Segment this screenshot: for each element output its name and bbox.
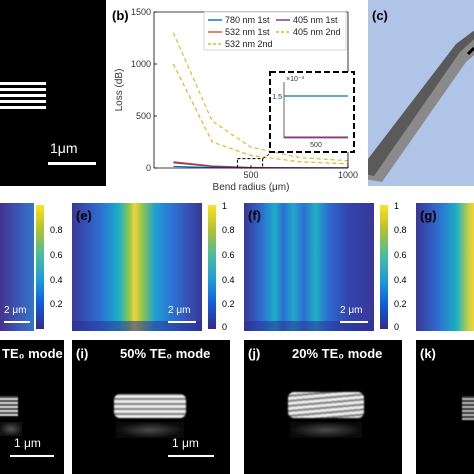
inset-frame (269, 71, 355, 153)
legend-entry-3: 405 nm 2nd (293, 27, 341, 37)
colorbar-1 (36, 205, 44, 329)
scale-bar (48, 162, 96, 165)
legend-box (203, 11, 347, 51)
scale-bar-label-d: 2 μm (4, 305, 27, 316)
scale-bar-label-i: 1 μm (172, 436, 199, 450)
scale-bar-i (168, 455, 214, 457)
heatmap-f (244, 203, 374, 331)
x-axis-label: Bend radius (μm) (213, 182, 290, 193)
scale-bar-f (340, 321, 368, 323)
mode-label-h: TE₀ mode (2, 346, 63, 361)
scale-bar-label-f: 2 μm (340, 305, 363, 316)
panel-j (244, 340, 402, 474)
scale-bar-d (4, 321, 30, 323)
series-line-4 (172, 32, 349, 162)
legend-entry-0: 780 nm 1st (225, 15, 270, 25)
series-line-3 (172, 63, 349, 165)
heatmap-g (416, 203, 474, 331)
scale-bar-e (168, 321, 196, 323)
heatmap-e (72, 203, 202, 331)
zoom-box (236, 158, 264, 169)
colorbar-2 (208, 205, 216, 329)
y-tick-label-1: 500 (136, 111, 151, 121)
x-tick-label-0: 500 (243, 170, 258, 180)
legend-entry-2: 405 nm 1st (293, 15, 338, 25)
legend-entry-4: 532 nm 2nd (225, 39, 273, 49)
panel-label-g: (g) (420, 208, 437, 223)
mode-label-i: 50% TE₀ mode (120, 346, 211, 361)
panel-label-j: (j) (248, 346, 261, 361)
panel-h (0, 340, 64, 474)
loss-chart: 0 500 1000 1500 500 1000 Bend radius (μm) Loss … (114, 7, 358, 193)
y-axis-label: Loss (dB) (114, 69, 125, 112)
scale-bar-label-e: 2 μm (168, 305, 191, 316)
scale-bar-label: 1μm (50, 140, 78, 156)
panel-k (416, 340, 474, 474)
y-tick-label-2: 1000 (131, 59, 151, 69)
inset-y-tick-label: 1.5 (272, 94, 282, 101)
colorbar-3 (380, 205, 388, 329)
panel-label-e: (e) (76, 208, 92, 223)
y-tick-label-0: 0 (146, 163, 151, 173)
panel-label-f: (f) (248, 208, 261, 223)
y-tick-label-3: 1500 (131, 7, 151, 17)
panel-i (72, 340, 230, 474)
scale-bar-label-h: 1 μm (14, 436, 41, 450)
inset-exponent: ×10⁻³ (286, 76, 305, 83)
panel-label-i: (i) (76, 346, 89, 361)
inset-x-tick-label: 500 (310, 142, 322, 149)
panel-label-c: (c) (372, 8, 388, 23)
heatmap-d (0, 203, 34, 331)
scale-bar-h (10, 455, 54, 457)
mode-label-j: 20% TE₀ mode (292, 346, 383, 361)
panel-a: 1μm (0, 0, 106, 186)
waveguide-3d (368, 30, 474, 182)
legend-entry-1: 532 nm 1st (225, 27, 270, 37)
grating-lines (0, 82, 46, 109)
panel-c (368, 0, 474, 186)
x-tick-label-1: 1000 (338, 170, 358, 180)
panel-label-b: (b) (112, 8, 129, 23)
panel-label-k: (k) (420, 346, 436, 361)
